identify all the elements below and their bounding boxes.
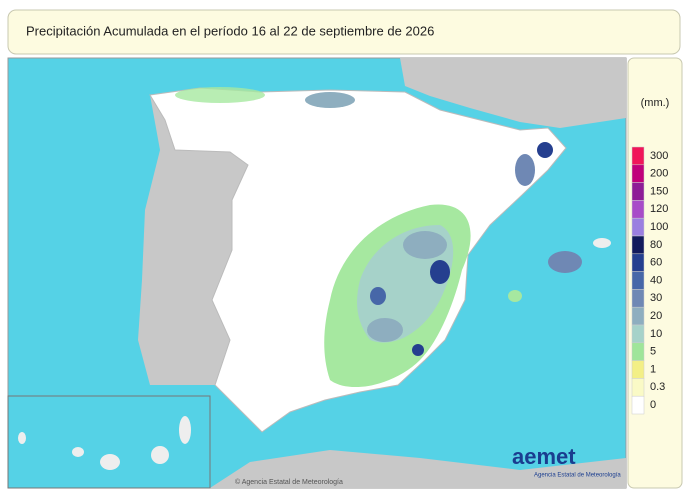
legend-swatch	[631, 378, 645, 397]
rain-area	[175, 87, 265, 103]
legend-label: 60	[650, 257, 662, 269]
legend: (mm.) 300 200 150 120 100 80 60 40 30 20 10 5 1 0.3 0	[627, 57, 683, 489]
rain-area	[305, 92, 355, 108]
legend-swatch	[631, 200, 645, 219]
rain-area	[367, 318, 403, 342]
legend-label: 150	[650, 185, 668, 197]
island	[72, 447, 84, 457]
island	[18, 432, 26, 444]
logo-subtitle: Agencia Estatal de Meteorología	[534, 473, 621, 479]
rain-area	[537, 142, 553, 158]
map: © Agencia Estatal de Meteorología aemet …	[7, 57, 627, 489]
legend-swatch	[631, 342, 645, 361]
canary-inset	[7, 395, 211, 489]
legend-swatch	[631, 289, 645, 308]
legend-swatch	[631, 164, 645, 183]
legend-swatch	[631, 271, 645, 290]
rain-area	[412, 344, 424, 356]
menorca	[593, 238, 611, 248]
portugal	[138, 95, 248, 385]
island	[151, 446, 169, 464]
legend-swatch	[631, 146, 645, 166]
rain-area	[370, 287, 386, 305]
legend-label: 120	[650, 203, 668, 215]
legend-unit: (mm.)	[641, 97, 670, 109]
legend-label: 200	[650, 168, 668, 180]
rain-area	[430, 260, 450, 284]
france	[400, 58, 626, 128]
rain-area	[403, 231, 447, 259]
legend-swatch	[631, 217, 645, 237]
legend-swatch	[631, 360, 645, 379]
legend-swatch	[631, 235, 645, 255]
mallorca	[548, 251, 582, 273]
island	[100, 454, 120, 470]
legend-label: 20	[650, 310, 662, 322]
legend-label: 0	[650, 399, 656, 411]
legend-swatch	[631, 306, 645, 326]
africa	[210, 450, 626, 488]
legend-label: 1	[650, 363, 656, 375]
legend-label: 80	[650, 239, 662, 251]
rain-area	[515, 154, 535, 186]
legend-label: 10	[650, 328, 662, 340]
title-box	[7, 9, 681, 55]
legend-swatch	[631, 253, 645, 272]
legend-swatch	[631, 395, 645, 415]
footer: © Agencia Estatal de Meteorología	[235, 478, 343, 486]
legend-label: 0.3	[650, 381, 665, 393]
legend-label: 40	[650, 274, 662, 286]
island	[179, 416, 191, 444]
legend-swatch	[631, 324, 645, 344]
legend-label: 300	[650, 150, 668, 162]
logo: aemet	[512, 444, 576, 469]
legend-swatch	[631, 182, 645, 201]
legend-label: 100	[650, 221, 668, 233]
legend-label: 30	[650, 292, 662, 304]
legend-label: 5	[650, 346, 656, 358]
title: Precipitación Acumulada en el período 16…	[26, 23, 434, 38]
ibiza	[508, 290, 522, 302]
